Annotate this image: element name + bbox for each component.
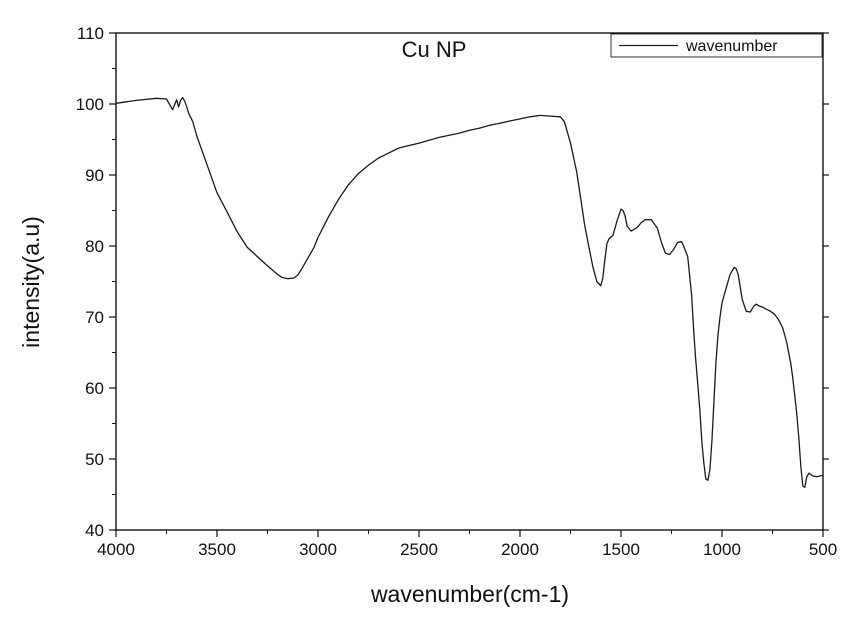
- x-tick-label: 1500: [602, 540, 640, 559]
- y-tick-label: 110: [77, 24, 104, 43]
- plot-frame: [115, 32, 824, 531]
- y-tick-label: 70: [85, 308, 104, 327]
- y-tick-label: 80: [85, 237, 104, 256]
- x-tick-label: 4000: [97, 540, 135, 559]
- x-tick-label: 500: [809, 540, 837, 559]
- y-tick-label: 100: [76, 95, 104, 114]
- y-tick-label: 40: [85, 521, 104, 540]
- plot-content: [115, 96, 824, 489]
- legend-box: [610, 33, 823, 58]
- chart-title: Cu NP: [402, 37, 467, 62]
- y-tick-label: 60: [85, 379, 104, 398]
- x-tick-label: 1000: [703, 540, 741, 559]
- y-tick-label: 90: [85, 166, 104, 185]
- legend-label-wavenumber: wavenumber: [685, 38, 778, 55]
- y-axis-title: intensity(a.u): [18, 216, 44, 348]
- x-axis-ticks: 4000 3500 3000 2500 2000 1500 1000 500: [97, 530, 837, 559]
- legend: wavenumber: [610, 33, 823, 58]
- y-axis-ticks: 40 50 60 70 80 90 100 110: [76, 24, 829, 540]
- series-line-wavenumber: [115, 96, 824, 489]
- x-tick-label: 2000: [501, 540, 539, 559]
- x-tick-label: 3000: [299, 540, 337, 559]
- x-tick-label: 3500: [198, 540, 236, 559]
- x-tick-label: 2500: [400, 540, 438, 559]
- y-tick-label: 50: [85, 450, 104, 469]
- x-axis-title: wavenumber(cm-1): [370, 581, 569, 607]
